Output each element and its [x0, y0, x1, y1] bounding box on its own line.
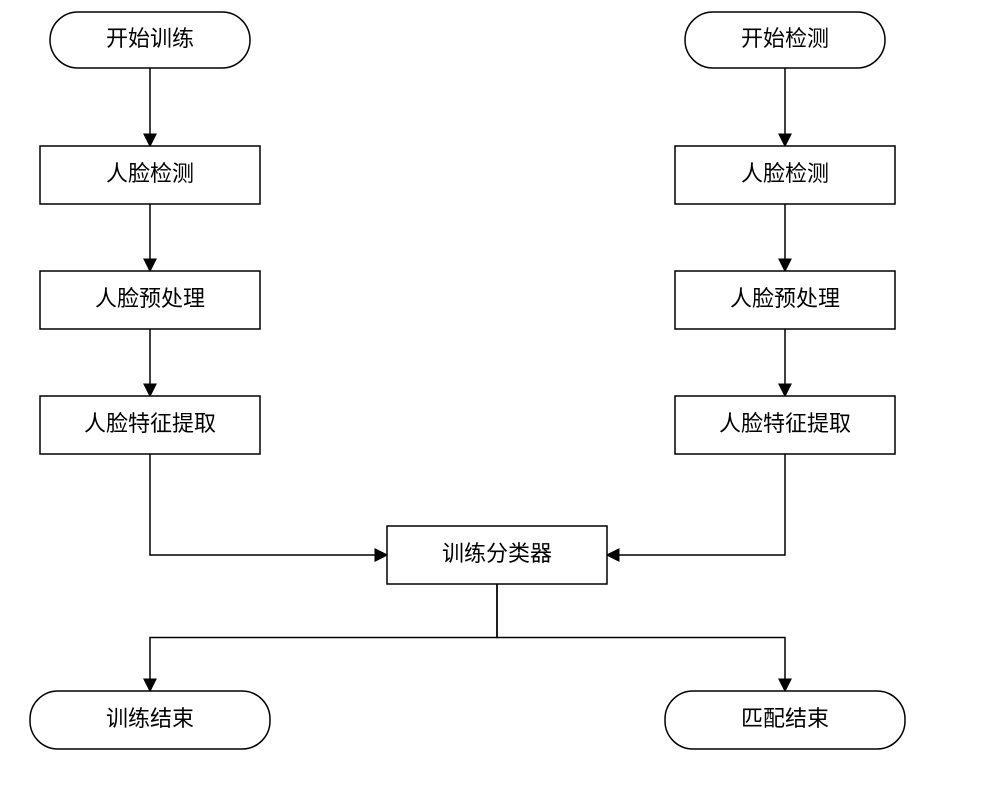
node-n_classifier: 训练分类器: [387, 526, 607, 584]
node-n_train_pre: 人脸预处理: [40, 271, 260, 329]
edge-n_classifier-n_train_end: [150, 584, 497, 691]
node-label: 匹配结束: [741, 706, 829, 731]
node-label: 开始训练: [106, 26, 194, 51]
edge-n_classifier-n_match_end: [497, 584, 785, 691]
node-label: 人脸检测: [741, 161, 829, 186]
node-n_detect_pre: 人脸预处理: [675, 271, 895, 329]
node-label: 开始检测: [741, 26, 829, 51]
edge-n_train_feat-n_classifier: [150, 454, 387, 555]
node-n_match_end: 匹配结束: [665, 691, 905, 749]
node-label: 训练结束: [106, 706, 194, 731]
node-label: 人脸特征提取: [84, 411, 216, 436]
node-n_detect_start: 开始检测: [685, 12, 885, 68]
node-n_train_start: 开始训练: [50, 12, 250, 68]
node-n_detect_feat: 人脸特征提取: [675, 396, 895, 454]
node-label: 人脸预处理: [95, 286, 205, 311]
node-n_train_feat: 人脸特征提取: [40, 396, 260, 454]
node-label: 人脸预处理: [730, 286, 840, 311]
node-n_train_end: 训练结束: [30, 691, 270, 749]
nodes-layer: 开始训练开始检测人脸检测人脸检测人脸预处理人脸预处理人脸特征提取人脸特征提取训练…: [30, 12, 905, 749]
node-label: 人脸特征提取: [719, 411, 851, 436]
node-label: 人脸检测: [106, 161, 194, 186]
node-label: 训练分类器: [442, 541, 552, 566]
node-n_detect_face: 人脸检测: [675, 146, 895, 204]
node-n_train_face: 人脸检测: [40, 146, 260, 204]
edge-n_detect_feat-n_classifier: [607, 454, 785, 555]
